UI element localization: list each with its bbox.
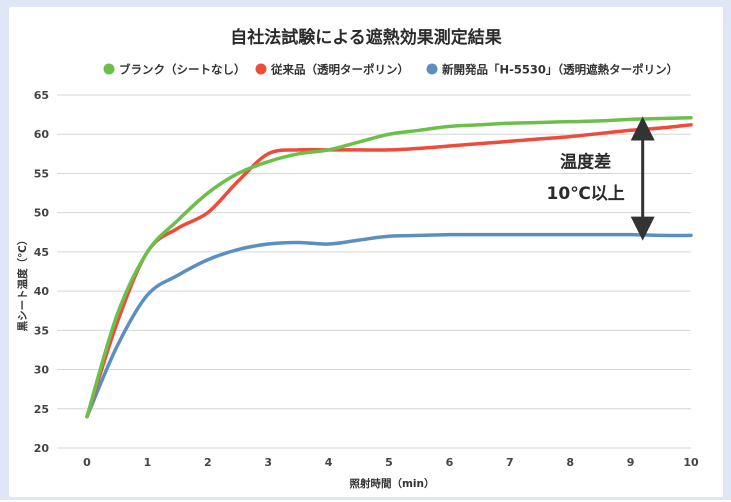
y-tick-label-20: 20 [34, 442, 50, 455]
x-tick-label-8: 8 [566, 456, 574, 469]
legend-marker-3 [426, 63, 438, 75]
x-tick-label-3: 3 [264, 456, 272, 469]
x-tick-label-7: 7 [506, 456, 514, 469]
series-group [85, 116, 693, 419]
y-tick-label-35: 35 [34, 324, 49, 337]
y-tick-label-55: 55 [34, 167, 49, 180]
chart-card: 自社法試験による遮熱効果測定結果 ブランク（シートなし） 従来品（透明ターポリン）… [9, 7, 723, 497]
x-axis-title: 照射時間（min） [349, 477, 434, 490]
series-line-1 [85, 116, 693, 419]
x-tick-label-10: 10 [683, 456, 699, 469]
legend-label-2: 従来品（透明ターポリン） [270, 63, 409, 77]
x-tick-label-5: 5 [385, 456, 393, 469]
y-tick-label-25: 25 [34, 403, 49, 416]
y-tick-label-45: 45 [34, 246, 49, 259]
y-tick-label-30: 30 [34, 364, 50, 377]
chart-title: 自社法試験による遮熱効果測定結果 [230, 27, 502, 48]
annotation-group: 温度差 10℃以上 [547, 116, 655, 241]
legend-label-3: 新開発品「H-5530」（透明遮熱ターポリン） [442, 63, 678, 77]
x-tick-label-2: 2 [204, 456, 212, 469]
y-tick-label-60: 60 [34, 128, 50, 141]
grid [57, 94, 691, 449]
series-line-2 [85, 123, 693, 419]
x-tick-label-1: 1 [144, 456, 152, 469]
x-tick-label-9: 9 [627, 456, 635, 469]
legend-marker-2 [255, 63, 267, 75]
legend-label-1: ブランク（シートなし） [119, 63, 246, 77]
line-chart: 自社法試験による遮熱効果測定結果 ブランク（シートなし） 従来品（透明ターポリン）… [16, 27, 699, 490]
annotation-line-1: 温度差 [560, 152, 611, 173]
annotation-line-2: 10℃以上 [547, 184, 625, 204]
x-tick-label-0: 0 [83, 456, 91, 469]
x-tick-label-6: 6 [446, 456, 454, 469]
y-tick-label-50: 50 [34, 207, 50, 220]
legend: ブランク（シートなし） 従来品（透明ターポリン） 新開発品「H-5530」（透明遮熱… [103, 63, 678, 77]
y-tick-label-40: 40 [34, 285, 50, 298]
x-tick-label-4: 4 [325, 456, 333, 469]
y-axis-ticks: 20 25 30 35 40 45 50 55 60 65 [34, 89, 50, 455]
y-axis-title: 黒シート温度（℃） [16, 235, 29, 332]
y-tick-label-65: 65 [34, 89, 49, 102]
x-axis-ticks: 0 1 2 3 4 5 6 7 8 9 10 [83, 456, 699, 469]
legend-marker-1 [103, 63, 115, 75]
series-line-3 [85, 232, 693, 419]
